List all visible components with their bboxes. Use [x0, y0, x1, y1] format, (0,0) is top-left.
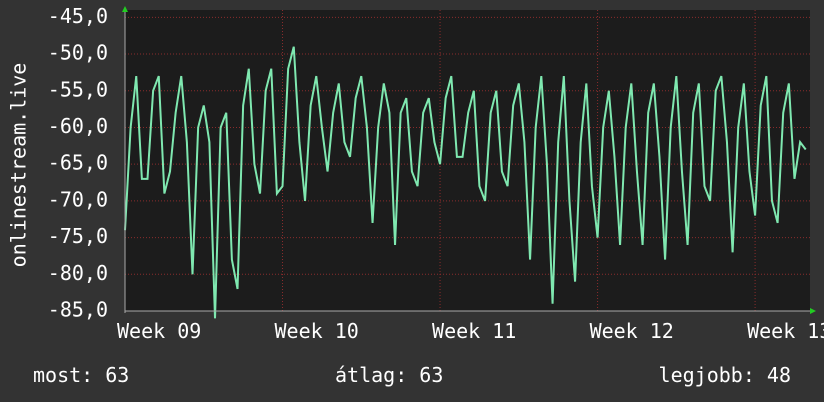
- data-line: [124, 46, 807, 319]
- footer-stat: most: 63: [33, 363, 129, 387]
- x-tick-label: Week 12: [590, 319, 674, 343]
- x-arrow: [810, 308, 816, 314]
- y-tick-label: -60,0: [48, 114, 108, 138]
- x-tick-label: Week 10: [275, 319, 359, 343]
- x-tick-label: Week 11: [432, 319, 516, 343]
- x-tick-label: Week 09: [117, 319, 201, 343]
- y-tick-label: -45,0: [48, 4, 108, 28]
- lines: [124, 46, 807, 319]
- y-tick-label: -85,0: [48, 298, 108, 322]
- footer-stat: legjobb: 48: [659, 363, 791, 387]
- y-axis-label: onlinestream.live: [7, 63, 31, 268]
- footer-stat: átlag: 63: [335, 363, 443, 387]
- grid: [124, 10, 810, 312]
- y-tick-label: -70,0: [48, 187, 108, 211]
- y-arrow: [122, 6, 128, 12]
- y-tick-label: -65,0: [48, 151, 108, 175]
- y-tick-label: -50,0: [48, 41, 108, 65]
- x-tick-label: Week 13: [747, 319, 824, 343]
- y-tick-label: -80,0: [48, 261, 108, 285]
- y-tick-label: -55,0: [48, 77, 108, 101]
- y-tick-label: -75,0: [48, 224, 108, 248]
